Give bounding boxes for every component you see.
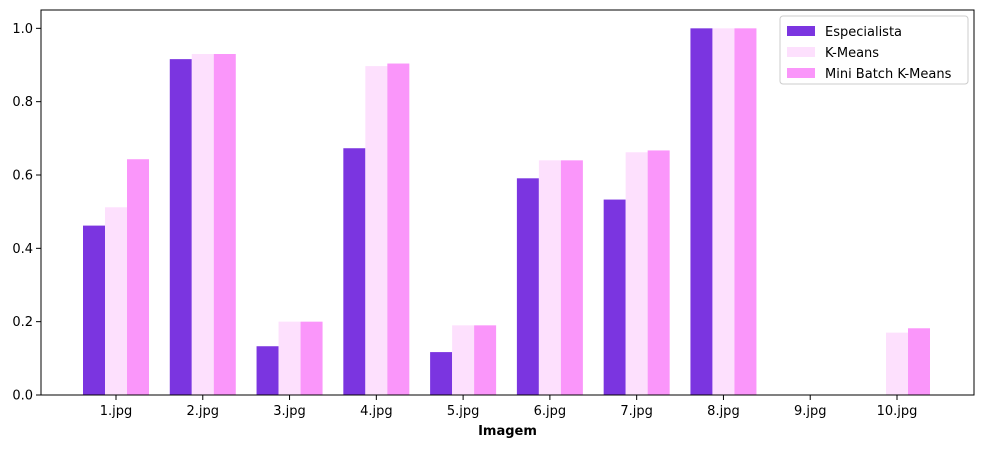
x-tick-label: 3.jpg [273,404,306,419]
bar-especialista-6-jpg [516,178,539,395]
x-tick-label: 8.jpg [707,404,740,419]
bar-especialista-5-jpg [430,352,453,395]
x-tick-label: 7.jpg [620,404,653,419]
bar-especialista-3-jpg [256,346,279,395]
legend-entry-label: Mini Batch K-Means [825,67,952,82]
bar-especialista-8-jpg [690,28,713,395]
bar-especialista-4-jpg [343,148,366,395]
x-tick-label: 1.jpg [100,404,133,419]
bar-k-means-10-jpg [886,332,908,395]
y-tick-label: 0.8 [12,95,33,110]
bar-k-means-3-jpg [278,321,301,395]
bar-k-means-6-jpg [538,160,561,395]
y-tick-label: 0.2 [12,315,33,330]
bar-mini-batch-k-means-1-jpg [127,159,149,395]
bar-mini-batch-k-means-10-jpg [908,328,930,395]
bar-especialista-2-jpg [169,59,192,396]
bar-k-means-4-jpg [365,66,388,395]
x-tick-label: 2.jpg [187,404,220,419]
legend-box [779,15,969,85]
x-tick-label: 9.jpg [794,404,827,419]
bar-mini-batch-k-means-2-jpg [213,54,236,395]
y-tick-label: 1.0 [12,22,33,37]
legend-entry-label: K-Means [825,46,879,61]
bar-especialista-1-jpg [83,225,105,395]
legend-swatch [787,47,815,57]
plot-frame [40,9,975,396]
bar-k-means-8-jpg [712,28,735,395]
y-tick-label: 0.6 [12,169,33,184]
bar-k-means-5-jpg [452,325,475,395]
bars-layer [83,28,930,396]
bar-mini-batch-k-means-8-jpg [734,28,757,395]
bar-mini-batch-k-means-3-jpg [300,321,323,395]
x-tick-label: 5.jpg [447,404,480,419]
x-tick-label: 6.jpg [534,404,567,419]
bar-mini-batch-k-means-5-jpg [474,325,497,395]
legend-entry-label: Especialista [825,25,902,40]
bar-k-means-2-jpg [191,54,214,395]
legend-swatch [787,68,815,78]
x-tick-label: 10.jpg [877,404,918,419]
legend: Especialista K-Means Mini Batch K-Means [779,15,969,85]
bar-especialista-7-jpg [603,199,626,395]
y-tick-label: 0.0 [12,389,33,404]
x-axis-label: Imagem [478,424,537,439]
bar-mini-batch-k-means-4-jpg [387,63,410,396]
bar-mini-batch-k-means-6-jpg [560,160,583,395]
x-tick-label: 4.jpg [360,404,393,419]
bar-mini-batch-k-means-7-jpg [647,150,670,395]
bar-k-means-1-jpg [105,207,127,395]
y-tick-label: 0.4 [12,242,33,257]
bar-k-means-7-jpg [625,152,648,395]
y-axis-ticks: 0.0 0.2 0.4 0.6 0.8 1.0 [12,22,41,404]
legend-swatch [787,26,815,36]
x-axis-ticks: 1.jpg 2.jpg 3.jpg 4.jpg 5.jpg 6.jpg 7.jpg 8.jpg… [100,395,918,419]
